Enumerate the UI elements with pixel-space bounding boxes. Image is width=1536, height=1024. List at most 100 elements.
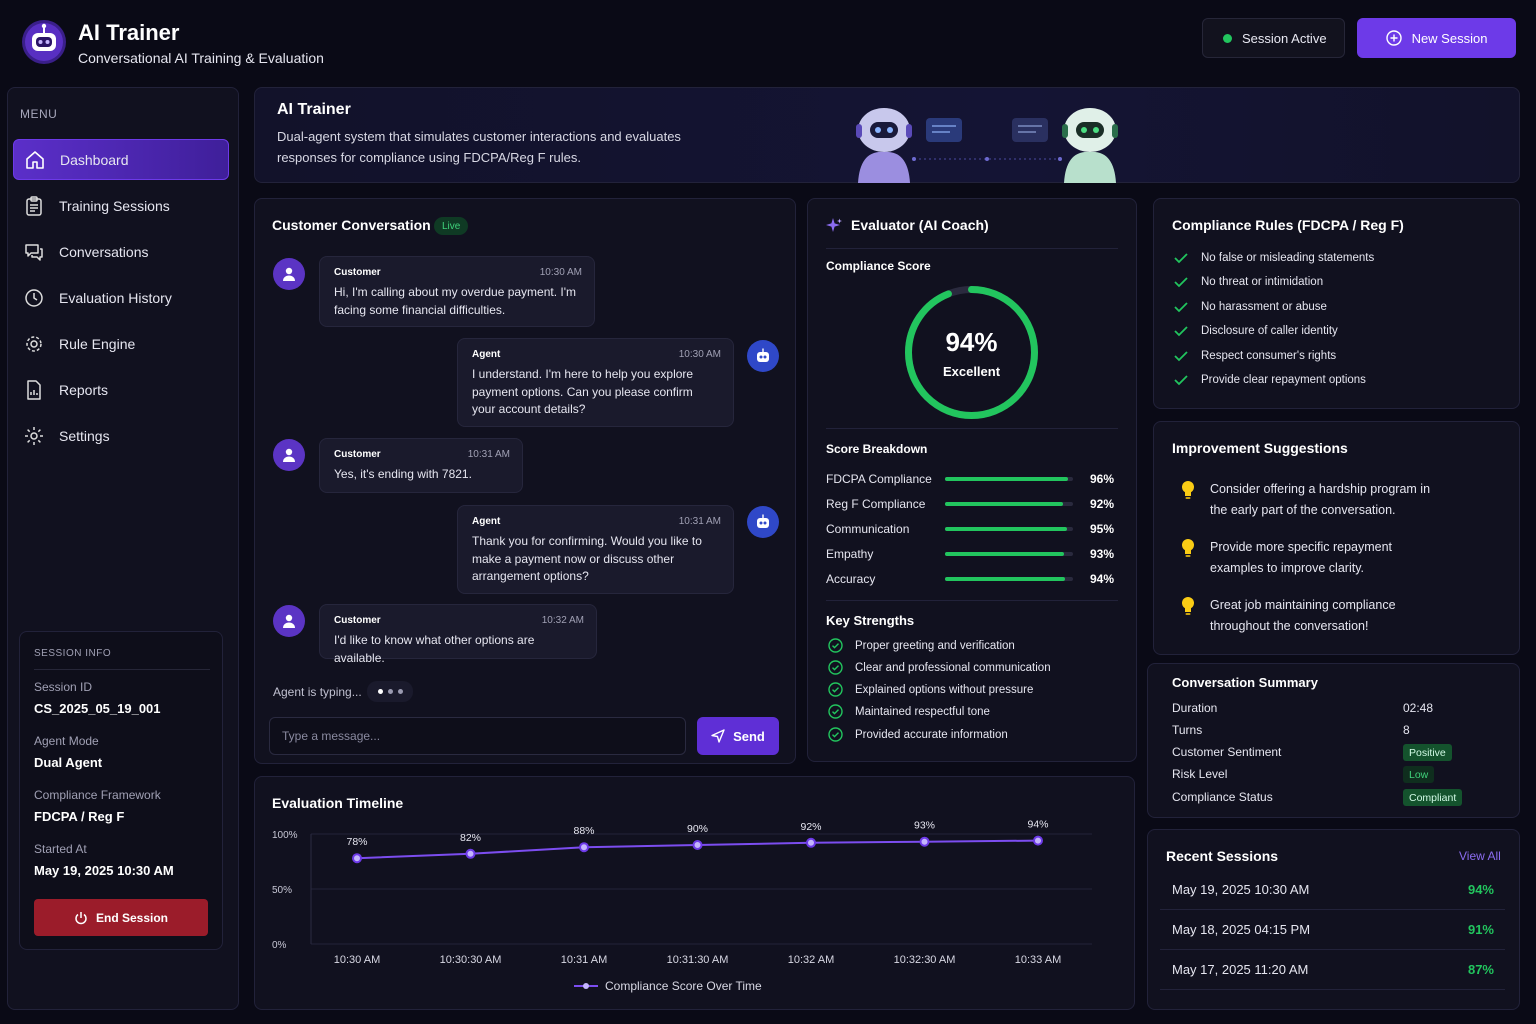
message-time: 10:31 AM [678, 516, 721, 527]
sidebar-item-label: Rule Engine [59, 335, 136, 352]
paper-plane-icon [711, 729, 725, 743]
user-icon [283, 448, 295, 462]
status-dot-icon [1223, 33, 1232, 43]
home-icon [26, 150, 44, 169]
sidebar-item-dashboard[interactable]: Dashboard [13, 139, 229, 180]
sidebar-item-rule-engine[interactable]: Rule Engine [13, 323, 229, 364]
end-session-button[interactable]: End Session [34, 899, 208, 936]
sidebar-item-label: Training Sessions [59, 197, 170, 214]
score-ring-fill [905, 286, 1038, 419]
chat-message: Agent 10:30 AM I understand. I'm here to… [457, 338, 734, 427]
view-all-link[interactable]: View All [1459, 849, 1501, 863]
suggestion-item: Consider offering a hardship program in … [1180, 479, 1440, 520]
agent-mode-value: Dual Agent [34, 755, 103, 770]
x-tick-label: 10:33 AM [1015, 954, 1061, 966]
compliance-rules-panel [1153, 198, 1520, 409]
started-at-value: May 19, 2025 10:30 AM [34, 863, 174, 878]
strength-text: Proper greeting and verification [855, 639, 1015, 652]
legend-marker [583, 983, 589, 989]
message-sender: Customer [334, 267, 381, 278]
lightbulb-icon [1182, 481, 1194, 499]
message-sender: Agent [472, 516, 501, 527]
rule-text: No harassment or abuse [1201, 301, 1327, 313]
suggestion-item: Great job maintaining compliance through… [1180, 595, 1440, 636]
user-icon [283, 267, 295, 281]
data-point [692, 840, 703, 850]
message-time: 10:32 AM [541, 615, 584, 626]
new-session-button[interactable]: New Session [1357, 18, 1516, 58]
framework-value: FDCPA / Reg F [34, 809, 125, 824]
strength-text: Maintained respectful tone [855, 705, 990, 718]
rule-item: Respect consumer's rights [1174, 350, 1336, 362]
sidebar-item-training-sessions[interactable]: Training Sessions [13, 185, 229, 226]
data-point [919, 836, 930, 847]
sentiment-badge: Positive [1403, 744, 1452, 761]
rule-text: Disclosure of caller identity [1201, 325, 1338, 337]
compliance-score-rating: Excellent [942, 364, 1001, 379]
message-sender: Customer [334, 449, 381, 460]
check-circle-icon [828, 638, 843, 653]
check-icon [1174, 351, 1188, 362]
suggestion-text: Great job maintaining compliance through… [1210, 598, 1396, 633]
evaluator-title: Evaluator (AI Coach) [851, 217, 989, 233]
recent-sessions-panel [1147, 829, 1520, 1010]
data-label: 90% [687, 823, 708, 835]
sentiment-label: Customer Sentiment [1172, 745, 1282, 759]
recent-session-row[interactable]: May 17, 2025 11:20 AM 87% [1160, 950, 1505, 990]
session-status-label: Session Active [1242, 30, 1327, 46]
compliance-score-label: Compliance Score [826, 259, 931, 273]
session-score: 87% [1467, 962, 1494, 977]
compliance-rules-title: Compliance Rules (FDCPA / Reg F) [1172, 217, 1404, 233]
divider [826, 600, 1118, 601]
strength-text: Explained options without pressure [855, 683, 1034, 696]
message-time: 10:30 AM [539, 267, 582, 278]
compliance-score-value: 94% [945, 327, 998, 357]
evaluation-timeline-panel [254, 776, 1135, 1010]
sidebar-item-settings[interactable]: Settings [13, 415, 229, 456]
strength-text: Provided accurate information [855, 728, 1008, 741]
recent-session-row[interactable]: May 18, 2025 04:15 PM 91% [1160, 910, 1505, 950]
risk-level-label: Risk Level [1172, 767, 1228, 781]
plus-circle-icon [1385, 30, 1402, 46]
data-label: 88% [573, 825, 594, 837]
customer-avatar [273, 439, 305, 471]
banner-description: Dual-agent system that simulates custome… [277, 129, 681, 165]
message-sender: Agent [472, 349, 501, 360]
x-tick-label: 10:31 AM [561, 954, 607, 966]
y-tick-label: 100% [272, 830, 298, 841]
compliance-status-label: Compliance Status [1172, 790, 1273, 804]
agent-avatar [747, 340, 779, 372]
session-date: May 18, 2025 04:15 PM [1172, 922, 1311, 937]
check-circle-icon [828, 727, 843, 742]
data-point [579, 842, 589, 853]
check-circle-icon [828, 660, 843, 675]
recent-session-row[interactable]: May 19, 2025 10:30 AM 94% [1160, 870, 1505, 910]
robot-logo-icon [20, 18, 68, 66]
data-label: 94% [1027, 819, 1048, 831]
check-icon [1174, 375, 1188, 386]
message-sender: Customer [334, 615, 381, 626]
sidebar-item-reports[interactable]: Reports [13, 369, 229, 410]
rule-text: No false or misleading statements [1201, 252, 1375, 264]
suggestion-text: Consider offering a hardship program in … [1210, 482, 1431, 517]
sidebar-item-label: Settings [59, 427, 110, 444]
suggestion-item: Provide more specific repayment examples… [1180, 537, 1440, 578]
legend-label: Compliance Score Over Time [605, 979, 762, 993]
sidebar-item-conversations[interactable]: Conversations [13, 231, 229, 272]
rule-item: No threat or intimidation [1174, 276, 1323, 288]
app-title: AI Trainer [78, 20, 180, 45]
data-point [465, 848, 476, 859]
turns-value: 8 [1403, 723, 1410, 737]
lightbulb-icon [1182, 597, 1194, 615]
message-time: 10:30 AM [678, 349, 721, 360]
sidebar-item-evaluation-history[interactable]: Evaluation History [13, 277, 229, 318]
improvement-suggestions-panel [1153, 421, 1520, 655]
conversation-summary-title: Conversation Summary [1172, 675, 1318, 690]
data-label: 78% [346, 836, 367, 848]
rule-text: No threat or intimidation [1201, 276, 1324, 288]
strength-item: Explained options without pressure [828, 682, 1033, 697]
send-button[interactable]: Send [697, 717, 779, 755]
divider [826, 428, 1118, 429]
message-input[interactable] [269, 717, 686, 755]
check-circle-icon [828, 704, 843, 719]
